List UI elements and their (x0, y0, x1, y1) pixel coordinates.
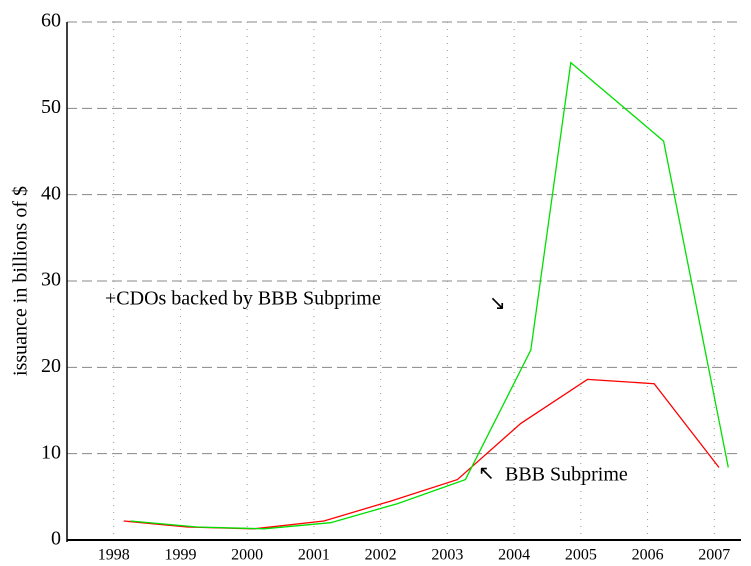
annotation-arrow: ↖ (478, 463, 495, 485)
x-tick-label: 2001 (298, 547, 330, 564)
y-tick-label: 50 (41, 96, 61, 118)
annotation-arrow: ↘ (489, 293, 506, 315)
x-tick-label: 2006 (632, 547, 664, 564)
x-tick-label: 2004 (498, 547, 530, 564)
x-tick-label: 2002 (365, 547, 397, 564)
y-tick-label: 20 (41, 355, 61, 377)
x-tick-label: 2003 (431, 547, 463, 564)
y-tick-label: 10 (41, 441, 61, 463)
series-annotation: BBB Subprime (505, 464, 628, 486)
series-line (130, 61, 729, 530)
x-tick-label: 2007 (698, 547, 730, 564)
x-tick-label: 1999 (164, 547, 196, 564)
y-tick-label: 0 (51, 528, 61, 550)
grid (67, 21, 741, 541)
y-tick-label: 30 (41, 269, 61, 291)
y-tick-label: 40 (41, 182, 61, 204)
x-tick-label: 1998 (98, 547, 130, 564)
x-tick-label: 2005 (565, 547, 597, 564)
y-axis-label: issuance in billions of $ (10, 186, 32, 376)
x-tick-label: 2000 (231, 547, 263, 564)
series-annotation: +CDOs backed by BBB Subprime (105, 288, 381, 310)
y-tick-label: 60 (41, 10, 61, 32)
